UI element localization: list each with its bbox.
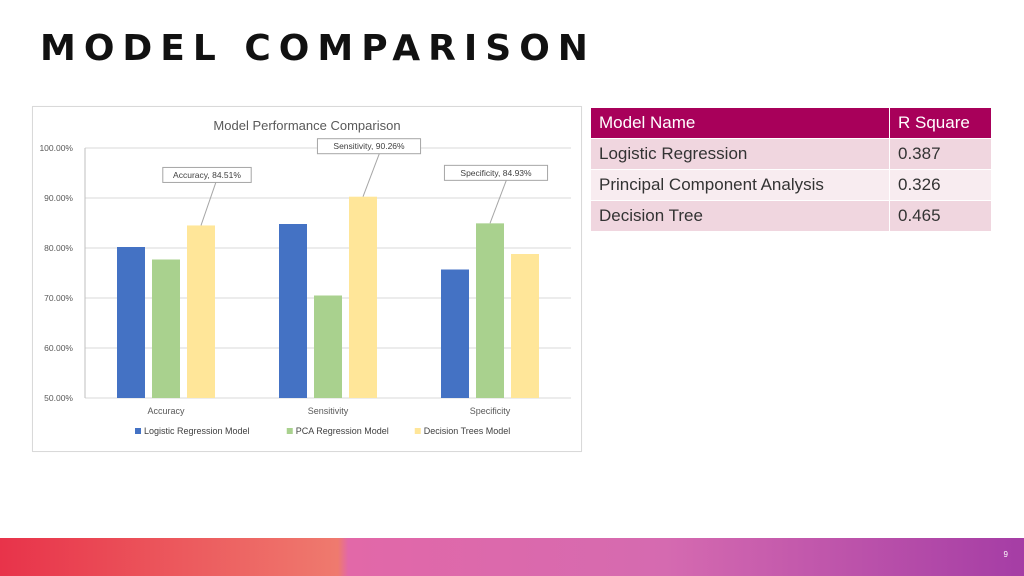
legend-swatch (414, 428, 421, 434)
data-label: Sensitivity, 90.26% (333, 141, 405, 151)
table-row: Logistic Regression 0.387 (590, 138, 992, 170)
bar (152, 259, 180, 398)
page-number: 9 (1003, 550, 1008, 559)
bar (441, 269, 469, 398)
legend-item-label: Logistic Regression Model (144, 426, 250, 436)
bar (187, 225, 215, 398)
legend-swatch (286, 428, 293, 434)
header-r-square: R Square (889, 107, 992, 139)
data-label: Specificity, 84.93% (460, 168, 532, 178)
legend-item-label: PCA Regression Model (296, 426, 389, 436)
bar-layer (117, 196, 539, 398)
cell-r-square: 0.326 (889, 169, 992, 201)
callout-box (443, 164, 549, 181)
callout-box (162, 166, 252, 183)
callout-leader (200, 182, 217, 226)
callout-layer: Accuracy, 84.51% Sensitivity, 90.26% Speci… (162, 138, 549, 226)
cell-model-name: Principal Component Analysis (590, 169, 890, 201)
bar (117, 247, 145, 398)
table-row: Decision Tree 0.465 (590, 200, 992, 232)
x-tick-label: Specificity (470, 406, 511, 416)
bar (279, 224, 307, 398)
y-tick-label: 60.00% (44, 343, 73, 353)
bar (511, 254, 539, 398)
callout-leader (489, 180, 507, 224)
cell-r-square: 0.387 (889, 138, 992, 170)
y-tick-label: 70.00% (44, 293, 73, 303)
y-tick-label: 50.00% (44, 393, 73, 403)
data-label: Accuracy, 84.51% (173, 170, 241, 180)
r-square-table: Model Name R Square Logistic Regression … (590, 107, 992, 232)
cell-model-name: Logistic Regression (590, 138, 890, 170)
chart-legend: Logistic Regression Model PCA Regression … (135, 426, 510, 436)
performance-chart: Model Performance Comparison 50.00% 60.00… (32, 106, 582, 452)
table-header-row: Model Name R Square (590, 107, 992, 139)
header-model-name: Model Name (590, 107, 890, 139)
footer-bar: 9 (0, 538, 1024, 576)
cell-r-square: 0.465 (889, 200, 992, 232)
callout-leader (362, 153, 380, 197)
y-tick-label: 100.00% (39, 143, 73, 153)
chart-title: Model Performance Comparison (213, 118, 400, 133)
bar (314, 295, 342, 398)
slide-title: MODEL COMPARISON (40, 28, 596, 69)
table-row: Principal Component Analysis 0.326 (590, 169, 992, 201)
cell-model-name: Decision Tree (590, 200, 890, 232)
x-tick-label: Sensitivity (308, 406, 349, 416)
callout-box (316, 138, 422, 155)
x-tick-label: Accuracy (147, 406, 185, 416)
legend-item-label: Decision Trees Model (424, 426, 511, 436)
chart-svg: Model Performance Comparison 50.00% 60.00… (39, 118, 571, 436)
bar (476, 223, 504, 398)
label-layer: 50.00% 60.00% 70.00% 80.00% 90.00% 100.00% Acc… (39, 143, 510, 416)
y-tick-label: 80.00% (44, 243, 73, 253)
bar (349, 196, 377, 398)
legend-swatch (135, 428, 141, 434)
y-tick-label: 90.00% (44, 193, 73, 203)
